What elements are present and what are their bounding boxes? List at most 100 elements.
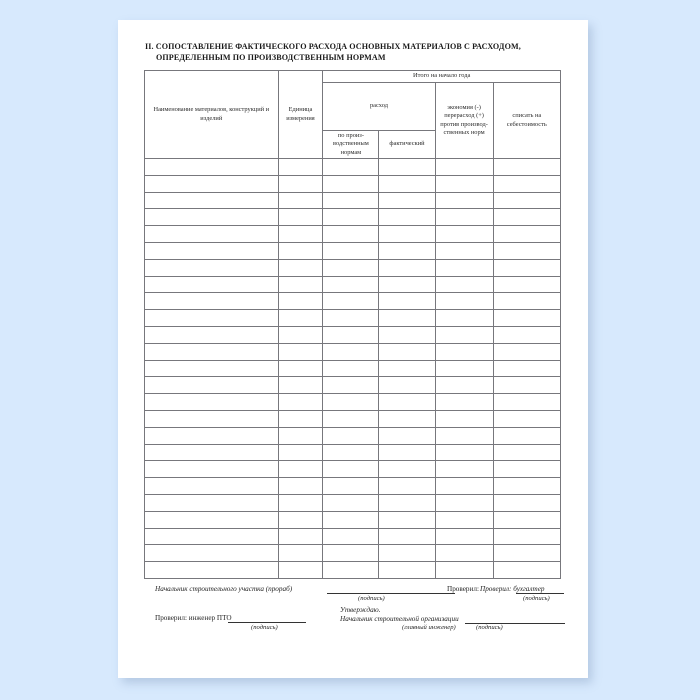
cell-norm[interactable] [322,376,380,395]
cell-unit[interactable] [277,275,324,294]
cell-unit[interactable] [277,426,324,445]
cell-econom[interactable] [434,275,494,294]
cell-econom[interactable] [434,527,494,546]
cell-fact[interactable] [378,510,436,529]
cell-norm[interactable] [322,561,380,579]
cell-unit[interactable] [277,561,324,579]
cell-econom[interactable] [434,393,494,411]
cell-name[interactable] [144,561,279,579]
cell-econom[interactable] [434,225,494,243]
cell-econom[interactable] [434,342,494,361]
cell-unit[interactable] [277,460,324,479]
cell-fact[interactable] [378,174,436,193]
cell-cost[interactable] [492,493,562,512]
cell-unit[interactable] [277,258,324,277]
cell-name[interactable] [144,359,279,378]
cell-econom[interactable] [434,561,494,579]
cell-name[interactable] [144,158,279,176]
cell-econom[interactable] [434,191,494,210]
cell-unit[interactable] [277,309,324,327]
cell-unit[interactable] [277,241,324,260]
cell-name[interactable] [144,208,279,227]
cell-unit[interactable] [277,544,324,563]
cell-norm[interactable] [322,309,380,327]
cell-fact[interactable] [378,292,436,311]
cell-unit[interactable] [277,208,324,227]
cell-name[interactable] [144,275,279,294]
cell-name[interactable] [144,376,279,395]
cell-cost[interactable] [492,426,562,445]
cell-fact[interactable] [378,527,436,546]
cell-cost[interactable] [492,258,562,277]
cell-norm[interactable] [322,292,380,311]
accountant-signature-line[interactable] [516,587,564,594]
cell-norm[interactable] [322,477,380,495]
cell-cost[interactable] [492,225,562,243]
cell-cost[interactable] [492,158,562,176]
cell-fact[interactable] [378,225,436,243]
cell-fact[interactable] [378,561,436,579]
cell-unit[interactable] [277,225,324,243]
cell-name[interactable] [144,241,279,260]
cell-cost[interactable] [492,342,562,361]
cell-norm[interactable] [322,241,380,260]
cell-econom[interactable] [434,359,494,378]
cell-unit[interactable] [277,443,324,462]
cell-unit[interactable] [277,174,324,193]
cell-cost[interactable] [492,561,562,579]
cell-econom[interactable] [434,477,494,495]
pto-signature-line[interactable] [228,616,306,623]
cell-unit[interactable] [277,393,324,411]
cell-econom[interactable] [434,325,494,344]
cell-name[interactable] [144,460,279,479]
cell-fact[interactable] [378,208,436,227]
cell-norm[interactable] [322,191,380,210]
cell-cost[interactable] [492,544,562,563]
cell-econom[interactable] [434,376,494,395]
cell-econom[interactable] [434,292,494,311]
cell-cost[interactable] [492,241,562,260]
cell-fact[interactable] [378,409,436,428]
cell-norm[interactable] [322,208,380,227]
cell-name[interactable] [144,174,279,193]
foreman-signature-line[interactable] [327,587,455,594]
cell-name[interactable] [144,292,279,311]
cell-norm[interactable] [322,443,380,462]
cell-econom[interactable] [434,493,494,512]
cell-unit[interactable] [277,510,324,529]
cell-name[interactable] [144,191,279,210]
chief-signature-line[interactable] [465,617,565,624]
cell-econom[interactable] [434,158,494,176]
cell-norm[interactable] [322,460,380,479]
cell-cost[interactable] [492,309,562,327]
cell-econom[interactable] [434,544,494,563]
cell-cost[interactable] [492,208,562,227]
cell-norm[interactable] [322,258,380,277]
cell-econom[interactable] [434,409,494,428]
cell-fact[interactable] [378,325,436,344]
cell-unit[interactable] [277,409,324,428]
cell-cost[interactable] [492,376,562,395]
cell-cost[interactable] [492,325,562,344]
cell-fact[interactable] [378,342,436,361]
cell-name[interactable] [144,258,279,277]
cell-name[interactable] [144,443,279,462]
cell-norm[interactable] [322,493,380,512]
cell-norm[interactable] [322,325,380,344]
cell-econom[interactable] [434,258,494,277]
cell-unit[interactable] [277,325,324,344]
cell-norm[interactable] [322,393,380,411]
cell-fact[interactable] [378,359,436,378]
cell-unit[interactable] [277,191,324,210]
cell-name[interactable] [144,493,279,512]
cell-cost[interactable] [492,393,562,411]
cell-cost[interactable] [492,510,562,529]
cell-name[interactable] [144,342,279,361]
cell-norm[interactable] [322,426,380,445]
cell-name[interactable] [144,409,279,428]
cell-cost[interactable] [492,174,562,193]
cell-fact[interactable] [378,493,436,512]
cell-econom[interactable] [434,241,494,260]
cell-fact[interactable] [378,460,436,479]
cell-fact[interactable] [378,477,436,495]
